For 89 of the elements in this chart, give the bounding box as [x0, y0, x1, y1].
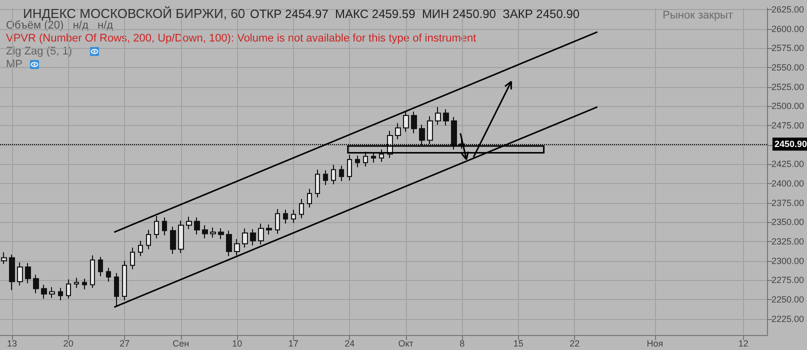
candlestick: [307, 188, 312, 208]
candlestick: [106, 267, 111, 282]
y-tick-label: 2275.00: [771, 275, 804, 286]
annotation: Рынок закрыт: [662, 10, 734, 22]
candlestick: [234, 238, 240, 256]
candlestick: [130, 247, 135, 270]
x-tick-label: 15: [513, 338, 524, 348]
candlestick: [443, 108, 449, 126]
y-tick-label: 2250.00: [771, 294, 804, 304]
candlestick: [419, 124, 425, 146]
candlestick: [1, 252, 7, 264]
candlestick: [355, 155, 360, 168]
x-tick-label: 10: [232, 338, 242, 348]
candlestick: [25, 262, 31, 284]
x-tick-label: 17: [288, 338, 298, 348]
candlestick: [90, 254, 95, 288]
ref-line-label: 2450.90: [774, 139, 807, 150]
candlestick: [379, 148, 384, 162]
candlestick: [146, 229, 151, 250]
chart-title: ИНДЕКС МОСКОВСКОЙ БИРЖИ, 60: [23, 6, 246, 21]
candlestick: [82, 278, 87, 290]
candlestick: [315, 169, 320, 198]
x-tick-label: 27: [120, 338, 130, 348]
candlestick: [186, 216, 192, 230]
candlestick: [411, 111, 417, 134]
y-tick-label: 2575.00: [771, 43, 804, 54]
x-tick-label: Сен: [172, 338, 190, 348]
x-tick-label: 13: [7, 338, 18, 348]
y-tick-label: 2300.00: [771, 256, 804, 266]
candlestick: [226, 230, 232, 257]
candlestick: [154, 215, 159, 239]
candlestick: [9, 254, 15, 291]
candlestick: [210, 227, 216, 238]
candlestick: [363, 151, 368, 167]
y-tick-label: 2550.00: [771, 62, 804, 73]
candlestick: [331, 164, 336, 185]
candlestick: [17, 262, 23, 286]
candlestick: [266, 224, 272, 236]
candlestick: [427, 116, 433, 145]
candlestick: [66, 278, 71, 300]
candlestick: [138, 240, 143, 257]
x-tick-label: 20: [63, 338, 74, 348]
candlestick: [435, 106, 441, 126]
x-tick-label: 24: [344, 338, 355, 348]
candlestick: [258, 223, 264, 246]
candlestick: [162, 216, 167, 236]
candlestick: [194, 216, 200, 236]
y-tick-label: 2425.00: [771, 159, 804, 170]
candlestick: [74, 277, 79, 288]
y-tick-label: 2600.00: [771, 24, 804, 34]
candlestick: [58, 287, 63, 301]
candlestick: [41, 284, 47, 300]
y-tick-label: 2625.00: [771, 4, 804, 15]
candlestick: [275, 208, 280, 234]
x-tick-label: 22: [570, 338, 580, 348]
candlestick: [122, 260, 127, 301]
candlestick: [451, 116, 457, 150]
candlestick: [170, 226, 176, 254]
y-tick-label: 2500.00: [771, 101, 804, 112]
candlestick: [347, 154, 352, 181]
candlestick: [98, 256, 103, 277]
chart-subtitle: ОТКР 2454.97 МАКС 2459.59 МИН 2450.90 ЗАКР 2450.90: [250, 7, 580, 21]
candlestick: [33, 274, 39, 294]
y-tick-label: 2525.00: [771, 82, 804, 92]
candlestick: [323, 170, 328, 186]
candlestick: [242, 228, 248, 248]
candlestick: [250, 228, 256, 246]
x-tick-label: Ноя: [646, 338, 664, 348]
y-tick-label: 2350.00: [771, 217, 804, 228]
candlestick: [339, 165, 344, 182]
x-tick-label: Окт: [398, 338, 414, 348]
candlestick: [395, 122, 401, 140]
x-tick-label: 8: [460, 338, 465, 348]
candlestick: [49, 286, 55, 298]
candlestick: [299, 198, 304, 219]
y-tick-label: 2375.00: [771, 198, 804, 208]
x-tick-label: 12: [738, 338, 748, 348]
candlestick: [114, 272, 119, 307]
y-tick-label: 2325.00: [771, 236, 804, 246]
candlestick: [291, 209, 296, 224]
y-tick-label: 2475.00: [771, 120, 804, 131]
y-tick-label: 2225.00: [771, 314, 804, 324]
candlestick: [371, 152, 376, 164]
candlestick: [202, 224, 208, 239]
candlestick: [283, 209, 288, 224]
y-tick-label: 2400.00: [771, 178, 804, 188]
candlestick: [403, 111, 409, 132]
candlestick: [218, 228, 224, 240]
candlestick: [178, 220, 184, 254]
